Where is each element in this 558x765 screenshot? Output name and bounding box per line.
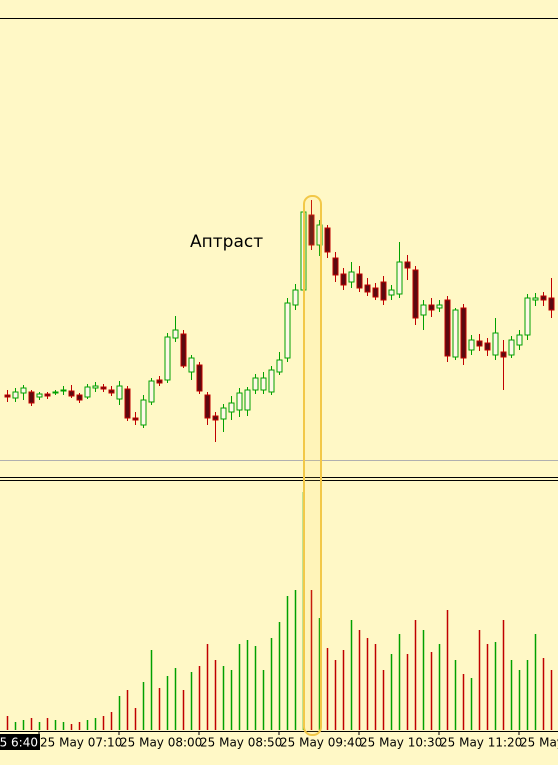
candle-body xyxy=(164,336,171,381)
candle-body xyxy=(484,342,491,351)
candle-body xyxy=(116,385,123,400)
candle-body xyxy=(284,302,291,359)
candle-body xyxy=(148,380,155,403)
candle-body xyxy=(28,391,35,404)
candle-body xyxy=(244,389,251,411)
candle-body xyxy=(332,257,339,276)
candle-body xyxy=(68,390,75,397)
candle-body xyxy=(428,304,435,311)
candle-body xyxy=(276,359,283,373)
candle-body xyxy=(60,389,67,392)
candle-body xyxy=(52,391,59,394)
candle-body xyxy=(380,281,387,301)
cursor-label: 5 6:40 xyxy=(0,736,38,750)
x-tick-label: 25 May 11:20 xyxy=(440,736,522,750)
candle-body xyxy=(4,394,11,398)
candle-body xyxy=(540,295,547,301)
candle-body xyxy=(268,369,275,393)
marks xyxy=(4,200,555,730)
candle-body xyxy=(220,407,227,420)
x-tick-label: 25 May 09:40 xyxy=(280,736,362,750)
candle-body xyxy=(44,393,51,397)
candle-body xyxy=(452,309,459,358)
candle-body xyxy=(340,273,347,286)
candle-body xyxy=(476,340,483,347)
candle-body xyxy=(188,357,195,373)
candle-body xyxy=(204,394,211,419)
x-tick-label: 25 May 08:00 xyxy=(120,736,202,750)
candle-body xyxy=(436,304,443,309)
candle-body xyxy=(364,284,371,293)
candle-body xyxy=(500,351,507,358)
candle-body xyxy=(84,386,91,398)
candle-body xyxy=(492,332,499,356)
candle-body xyxy=(140,399,147,426)
candle-body xyxy=(460,307,467,359)
annotation: Аптраст xyxy=(190,232,263,252)
candle-body xyxy=(132,417,139,421)
candle-body xyxy=(124,388,131,419)
candle-body xyxy=(388,289,395,296)
candle-body xyxy=(468,339,475,351)
candle-body xyxy=(412,269,419,319)
candle-body xyxy=(532,297,539,301)
candle-body xyxy=(508,339,515,356)
candle-body xyxy=(108,389,115,394)
x-tick-label: 25 May 10:30 xyxy=(360,736,442,750)
candle-body xyxy=(356,273,363,289)
candle-body xyxy=(212,415,219,421)
candle-body xyxy=(308,214,315,246)
candle-body xyxy=(100,386,107,390)
x-tick-label: 25 May 08:50 xyxy=(200,736,282,750)
candle-body xyxy=(20,387,27,394)
candle-body xyxy=(292,289,299,306)
candle-body xyxy=(324,227,331,253)
candle-body xyxy=(92,385,99,389)
cursor-label-box xyxy=(0,734,40,750)
candle-body xyxy=(36,393,43,398)
candle-body xyxy=(236,392,243,411)
candle-body xyxy=(516,334,523,346)
candle-body xyxy=(420,304,427,316)
candle-body xyxy=(172,329,179,339)
candle-body xyxy=(444,299,451,357)
x-tick-label: 25 May xyxy=(520,736,558,750)
candle-body xyxy=(404,261,411,269)
candle-body xyxy=(180,333,187,367)
highlight xyxy=(303,195,322,736)
candle-body xyxy=(396,261,403,295)
candle-body xyxy=(524,297,531,336)
candle-body xyxy=(260,377,267,391)
candle-body xyxy=(228,402,235,413)
candle-body xyxy=(548,297,555,311)
x-tick-label: 25 May 07:10 xyxy=(40,736,122,750)
candle-body xyxy=(76,394,83,401)
candle-body xyxy=(348,271,355,283)
candle-body xyxy=(156,379,163,384)
candle-body xyxy=(372,287,379,298)
candle-body xyxy=(12,391,19,399)
candle-body xyxy=(196,364,203,392)
candle-body xyxy=(252,377,259,391)
